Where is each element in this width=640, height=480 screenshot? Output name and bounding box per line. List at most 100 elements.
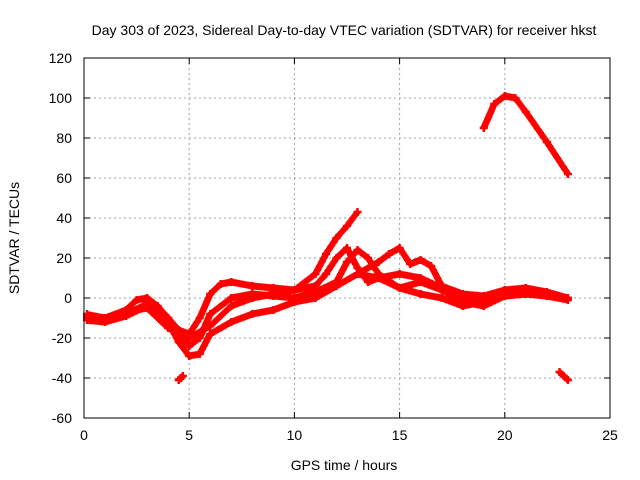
data-point xyxy=(206,330,215,338)
data-point xyxy=(353,270,362,278)
data-point xyxy=(290,286,299,294)
y-tick-label: 100 xyxy=(49,90,73,106)
data-point xyxy=(290,298,299,306)
data-point xyxy=(437,294,446,302)
series-track-d xyxy=(83,208,362,342)
y-tick-label: -40 xyxy=(52,370,72,386)
data-point xyxy=(227,294,236,302)
data-point xyxy=(555,368,564,376)
data-point xyxy=(206,290,215,298)
data-point xyxy=(479,124,488,132)
data-point xyxy=(143,304,152,312)
data-point xyxy=(185,342,194,350)
data-point xyxy=(374,274,383,282)
data-point xyxy=(542,138,551,146)
x-tick-label: 10 xyxy=(287,427,303,443)
data-point xyxy=(343,244,351,252)
data-point xyxy=(437,282,446,290)
data-point xyxy=(321,270,330,278)
data-point xyxy=(521,284,530,292)
data-point xyxy=(416,278,425,286)
grid-lines xyxy=(84,58,610,418)
data-point xyxy=(542,288,551,296)
data-point xyxy=(174,338,183,346)
data-point xyxy=(321,250,330,258)
data-point xyxy=(195,350,204,358)
x-tick-labels: 0 5 10 15 20 25 xyxy=(80,427,618,443)
data-point xyxy=(406,260,415,268)
data-point xyxy=(269,306,278,314)
data-point xyxy=(343,258,351,266)
y-tick-label: -60 xyxy=(52,410,72,426)
x-tick-label: 25 xyxy=(602,427,618,443)
x-tick-label: 5 xyxy=(185,427,193,443)
x-axis-label: GPS time / hours xyxy=(291,457,398,473)
data-point xyxy=(563,376,572,384)
chart-title: Day 303 of 2023, Sidereal Day-to-day VTE… xyxy=(92,22,597,38)
data-point xyxy=(332,234,341,242)
data-point xyxy=(227,318,236,326)
data-point xyxy=(332,254,341,262)
data-point xyxy=(206,322,215,330)
data-point xyxy=(227,302,236,310)
y-tick-label: 80 xyxy=(56,130,72,146)
data-point xyxy=(353,208,362,216)
data-point xyxy=(248,294,257,302)
data-point xyxy=(178,372,187,380)
data-point xyxy=(500,92,509,100)
y-tick-labels: -60 -40 -20 0 20 40 60 80 100 120 xyxy=(49,50,73,426)
data-point xyxy=(521,108,530,116)
data-point xyxy=(395,244,404,252)
data-point xyxy=(427,262,436,270)
data-point xyxy=(248,310,257,318)
data-point xyxy=(185,352,194,360)
plot-frame xyxy=(83,57,611,419)
data-point xyxy=(385,250,394,258)
y-tick-label: 120 xyxy=(49,50,73,66)
data-point xyxy=(185,334,194,342)
data-point xyxy=(332,282,341,290)
series-track-h xyxy=(555,368,572,384)
x-tick-label: 0 xyxy=(80,427,88,443)
axis-ticks xyxy=(83,57,611,419)
data-point xyxy=(206,310,215,318)
data-point xyxy=(490,100,499,108)
data-point xyxy=(311,294,320,302)
data-point xyxy=(164,324,173,332)
data-point xyxy=(269,290,278,298)
data-point xyxy=(479,292,488,300)
series-track-f xyxy=(479,92,572,178)
data-series xyxy=(83,92,572,384)
series-track-e xyxy=(353,244,572,302)
x-tick-label: 20 xyxy=(497,427,513,443)
data-point xyxy=(132,296,141,304)
y-tick-label: -20 xyxy=(52,330,72,346)
data-point xyxy=(311,270,320,278)
data-point xyxy=(416,290,425,298)
y-tick-label: 40 xyxy=(56,210,72,226)
data-point xyxy=(101,316,110,324)
y-tick-label: 0 xyxy=(64,290,72,306)
data-point xyxy=(195,314,204,322)
y-tick-label: 20 xyxy=(56,250,72,266)
data-point xyxy=(563,294,572,302)
y-axis-label: SDTVAR / TECUs xyxy=(6,182,22,294)
data-point xyxy=(227,278,236,286)
data-point xyxy=(458,302,467,310)
data-point xyxy=(395,284,404,292)
data-point xyxy=(343,222,351,230)
data-point xyxy=(364,254,373,262)
data-point xyxy=(416,256,425,264)
data-point xyxy=(248,282,257,290)
y-tick-label: 60 xyxy=(56,170,72,186)
data-point xyxy=(374,258,383,266)
data-point xyxy=(458,290,467,298)
data-point xyxy=(395,270,404,278)
data-point xyxy=(511,94,520,102)
x-tick-label: 15 xyxy=(392,427,408,443)
data-point xyxy=(122,308,131,316)
data-point xyxy=(563,170,572,178)
series-track-g xyxy=(174,372,187,384)
